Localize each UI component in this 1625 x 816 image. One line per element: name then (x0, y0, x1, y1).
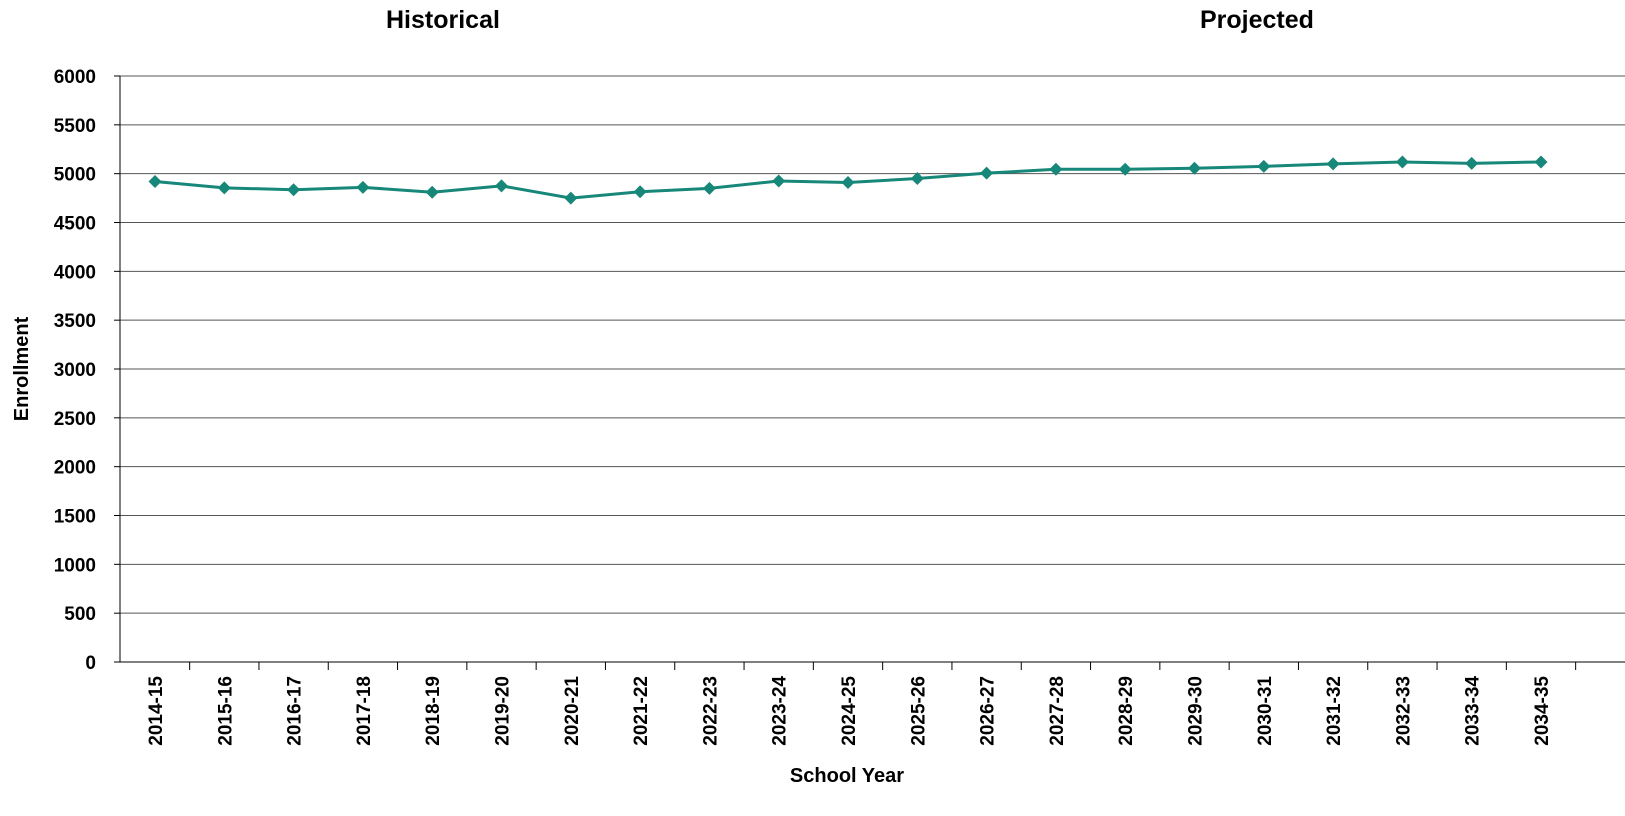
enrollment-markers (148, 155, 1548, 205)
x-tick-label: 2020-21 (562, 676, 583, 746)
data-point-marker (772, 174, 786, 188)
x-tick-label: 2027-28 (1047, 676, 1068, 746)
gridlines (120, 75, 1625, 663)
y-tick-label: 5500 (54, 116, 96, 137)
y-axis-ticks: 0 500 1000 1500 2000 2500 3000 3500 4000 4500 5000… (54, 67, 120, 674)
data-point-marker (1395, 155, 1409, 169)
data-point-marker (702, 181, 716, 195)
data-point-marker (910, 172, 924, 186)
x-tick-label: 2034-35 (1532, 676, 1553, 746)
y-tick-label: 2000 (54, 458, 96, 479)
x-tick-label: 2032-33 (1393, 676, 1414, 746)
data-point-marker (980, 166, 994, 180)
data-point-marker (217, 181, 231, 195)
data-point-marker (1465, 156, 1479, 170)
historical-section-label: Historical (386, 6, 500, 34)
x-tick-label: 2016-17 (285, 676, 306, 746)
y-tick-label: 500 (64, 604, 96, 625)
y-tick-label: 3000 (54, 360, 96, 381)
y-tick-label: 5000 (54, 165, 96, 186)
x-tick-label: 2028-29 (1116, 676, 1137, 746)
x-axis-title: School Year (790, 765, 904, 787)
x-tick-label: 2024-25 (839, 676, 860, 746)
x-tick-label: 2033-34 (1463, 676, 1484, 746)
y-tick-label: 1500 (54, 507, 96, 528)
x-tick-label: 2017-18 (354, 676, 375, 746)
y-tick-label: 2500 (54, 409, 96, 430)
projected-section-label: Projected (1200, 6, 1314, 34)
y-tick-label: 6000 (54, 67, 96, 88)
data-point-marker (356, 180, 370, 194)
y-tick-label: 3500 (54, 311, 96, 332)
data-point-marker (148, 174, 162, 188)
data-point-marker (1326, 157, 1340, 171)
x-tick-label: 2023-24 (770, 676, 791, 746)
x-tick-label: 2031-32 (1324, 676, 1345, 746)
x-tick-label: 2026-27 (978, 676, 999, 746)
y-tick-label: 4000 (54, 262, 96, 283)
x-tick-label: 2025-26 (908, 676, 929, 746)
data-point-marker (1118, 162, 1132, 176)
x-tick-label: 2014-15 (146, 676, 167, 746)
y-tick-label: 0 (85, 653, 96, 674)
data-point-marker (564, 191, 578, 205)
x-tick-label: 2030-31 (1255, 676, 1276, 746)
data-point-marker (1257, 159, 1271, 173)
data-point-marker (1534, 155, 1548, 169)
y-axis-title: Enrollment (11, 316, 33, 421)
x-tick-label: 2029-30 (1186, 676, 1207, 746)
data-point-marker (425, 185, 439, 199)
x-tick-label: 2022-23 (700, 676, 721, 746)
data-point-marker (841, 175, 855, 189)
x-tick-label: 2021-22 (631, 676, 652, 746)
data-point-marker (495, 179, 508, 193)
data-point-marker (1188, 161, 1201, 175)
x-tick-label: 2019-20 (493, 676, 514, 746)
data-point-marker (1049, 162, 1063, 176)
data-point-marker (633, 185, 647, 199)
data-point-marker (287, 183, 301, 197)
x-tick-label: 2015-16 (215, 676, 236, 746)
y-tick-label: 1000 (54, 555, 96, 576)
x-axis-ticks: 2014-15 2015-16 2016-17 2017-18 2018-19 2019-… (146, 662, 1577, 746)
y-tick-label: 4500 (54, 214, 96, 235)
x-tick-label: 2018-19 (423, 676, 444, 746)
